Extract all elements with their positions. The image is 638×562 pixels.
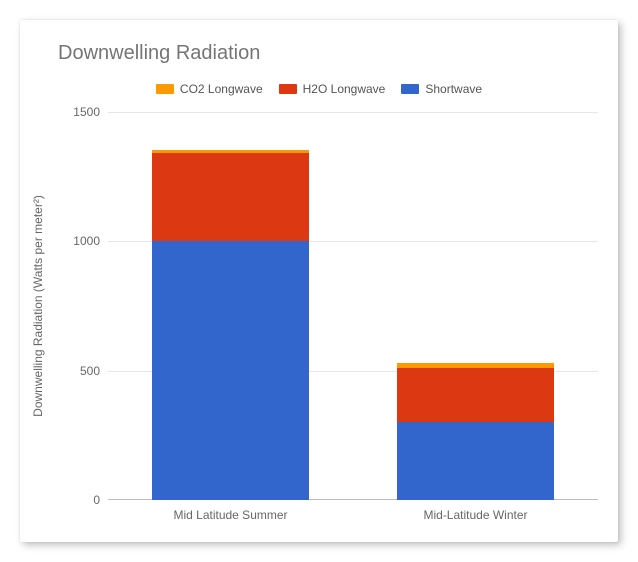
chart-title: Downwelling Radiation	[58, 42, 260, 65]
y-tick-label: 0	[93, 493, 100, 507]
legend-item: CO2 Longwave	[156, 82, 263, 96]
legend-item: Shortwave	[401, 82, 482, 96]
legend-label: Shortwave	[425, 82, 482, 96]
x-tick-label: Mid-Latitude Winter	[423, 508, 527, 522]
bar-segment	[152, 153, 309, 241]
legend-item: H2O Longwave	[279, 82, 386, 96]
legend-swatch	[401, 84, 419, 94]
gridline	[108, 112, 598, 113]
legend-swatch	[156, 84, 174, 94]
legend-label: H2O Longwave	[303, 82, 386, 96]
y-axis-label: Downwelling Radiation (Watts per meter²)	[31, 195, 45, 417]
bar-segment	[397, 422, 554, 500]
bar-stack	[397, 363, 554, 500]
legend-swatch	[279, 84, 297, 94]
plot-area: 050010001500Mid Latitude SummerMid-Latit…	[108, 112, 598, 500]
legend-label: CO2 Longwave	[180, 82, 263, 96]
x-tick-label: Mid Latitude Summer	[173, 508, 287, 522]
legend: CO2 Longwave H2O Longwave Shortwave	[20, 82, 618, 97]
bar-segment	[152, 241, 309, 500]
y-tick-label: 1500	[73, 105, 100, 119]
bar-stack	[152, 150, 309, 500]
y-tick-label: 500	[80, 364, 100, 378]
y-tick-label: 1000	[73, 234, 100, 248]
bar-segment	[397, 368, 554, 422]
chart-card: Downwelling Radiation CO2 Longwave H2O Lo…	[20, 20, 618, 542]
